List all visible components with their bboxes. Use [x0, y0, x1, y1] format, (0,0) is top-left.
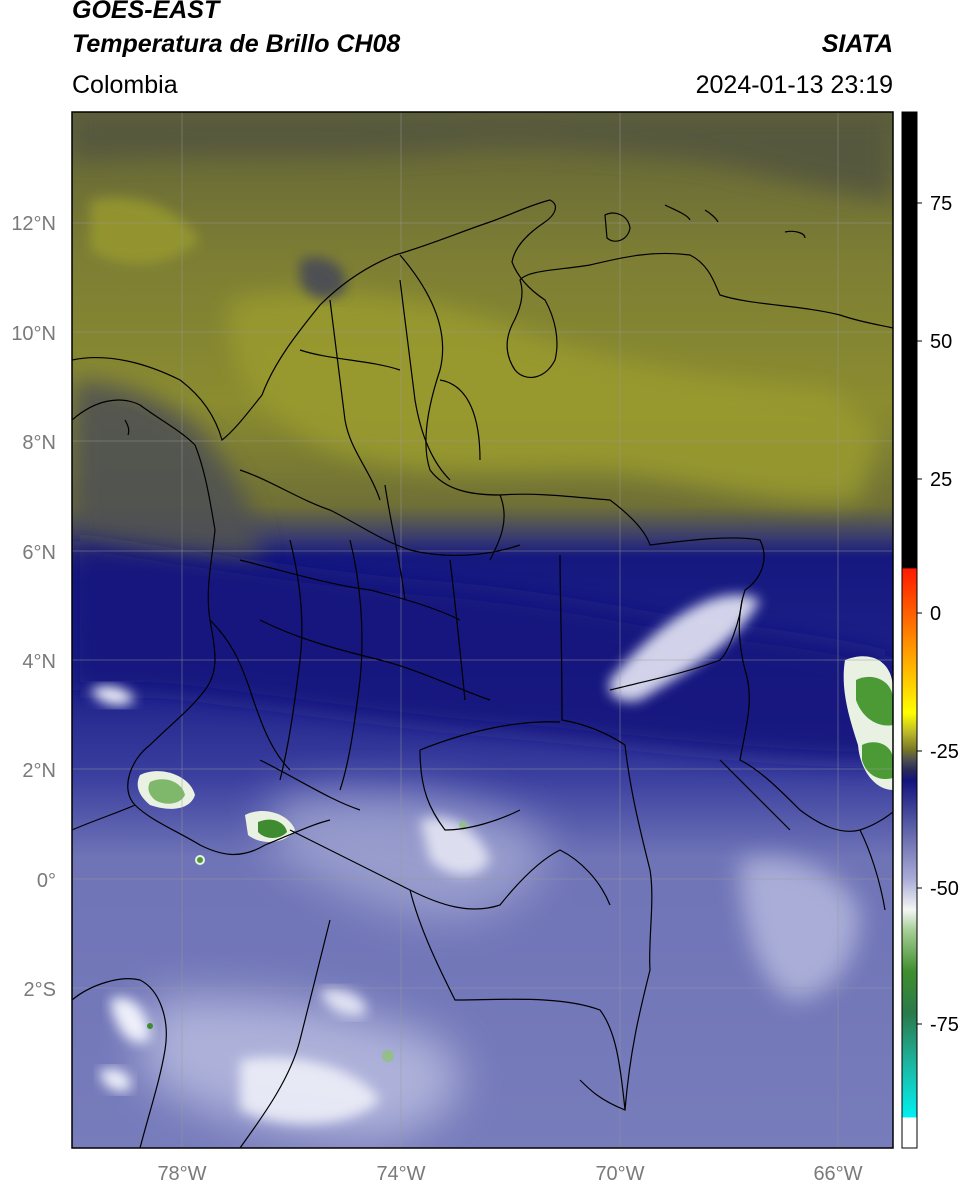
- lat-label: 0°: [37, 870, 56, 892]
- colorbar-tick: 0: [930, 603, 941, 625]
- lat-label: 8°N: [22, 432, 56, 454]
- lon-label: 74°W: [376, 1163, 425, 1185]
- satellite-title: GOES-EAST: [72, 0, 220, 24]
- colorbar-frame: [901, 111, 918, 1149]
- colorbar-tick: -50: [930, 878, 959, 900]
- latitude-axis: 12°N 10°N 8°N 6°N 4°N 2°N 0° 2°S: [11, 213, 56, 1001]
- colorbar-tick: -25: [930, 741, 959, 763]
- region-label: Colombia: [72, 71, 178, 99]
- longitude-axis: 78°W 74°W 70°W 66°W: [157, 1163, 862, 1185]
- colorbar: 75 50 25 0 -25 -50 -75: [901, 111, 959, 1149]
- colorbar-gradient: [902, 112, 917, 1148]
- lat-label: 6°N: [22, 542, 56, 564]
- colorbar-tick: 50: [930, 331, 952, 353]
- lat-label: 12°N: [11, 213, 56, 235]
- lat-label: 4°N: [22, 651, 56, 673]
- colorbar-tick: 75: [930, 193, 952, 215]
- lat-label: 2°S: [24, 979, 56, 1001]
- country-borders: [72, 199, 893, 1148]
- colorbar-tick: -75: [930, 1014, 959, 1036]
- timestamp-label: 2024-01-13 23:19: [695, 71, 893, 99]
- lon-label: 66°W: [813, 1163, 862, 1185]
- colorbar-tick: 25: [930, 469, 952, 491]
- lat-label: 2°N: [22, 760, 56, 782]
- lon-label: 78°W: [157, 1163, 206, 1185]
- lat-label: 10°N: [11, 323, 56, 345]
- brightness-temperature-field: [72, 112, 893, 1148]
- product-title: Temperatura de Brillo CH08: [72, 30, 401, 58]
- map-frame: [71, 111, 894, 1149]
- lon-label: 70°W: [595, 1163, 644, 1185]
- brand-label: SIATA: [821, 30, 893, 58]
